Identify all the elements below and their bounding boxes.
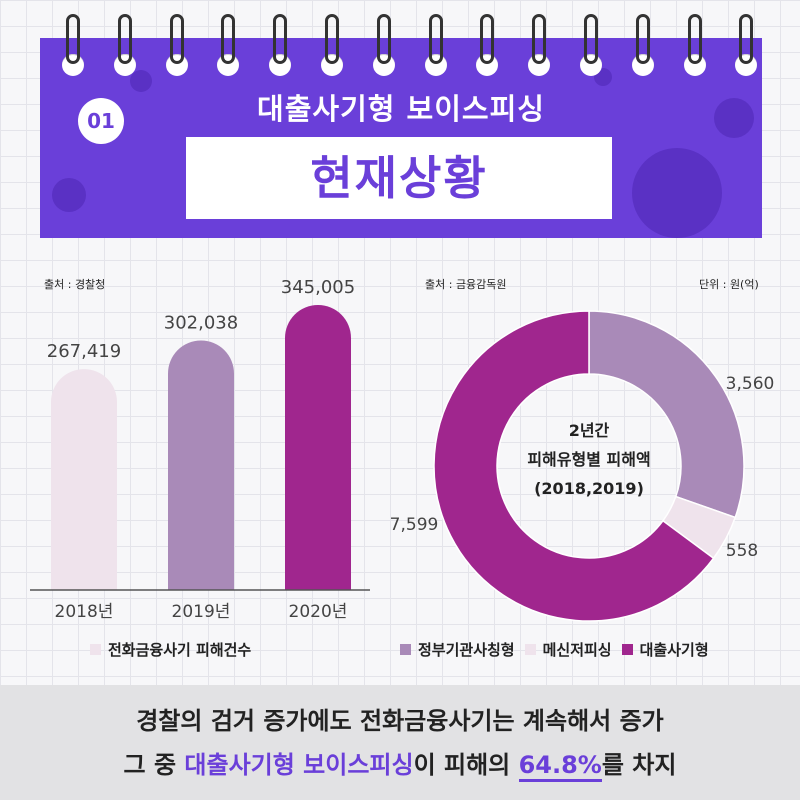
bar	[168, 340, 234, 590]
summary-text: 그 중	[123, 751, 185, 779]
bar-value-label: 302,038	[164, 312, 238, 333]
binding-ring	[117, 14, 132, 64]
legend-swatch	[90, 643, 101, 655]
summary-text: 이 피해의	[413, 751, 519, 779]
binding-ring	[221, 14, 236, 64]
bar-category-label: 2018년	[55, 602, 114, 622]
binding-ring	[584, 14, 598, 64]
bar	[285, 305, 351, 590]
summary-line-1: 경찰의 검거 증가에도 전화금융사기는 계속해서 증가	[136, 707, 664, 735]
bar-value-label: 267,419	[47, 341, 121, 362]
summary-band: 경찰의 검거 증가에도 전화금융사기는 계속해서 증가 그 중 대출사기형 보이…	[0, 685, 800, 800]
legend-swatch	[400, 643, 411, 655]
legend-swatch	[621, 643, 633, 655]
donut-center-label: (2018,2019)	[534, 479, 644, 498]
bar-legend: 전화금융사기 피해건수	[90, 639, 261, 659]
bar-category-label: 2019년	[172, 602, 231, 622]
binding-ring	[376, 14, 391, 64]
summary-highlight: 대출사기형 보이스피싱	[184, 751, 414, 779]
summary-percent: 64.8%	[518, 751, 602, 782]
legend-item: 대출사기형	[621, 639, 709, 660]
virus-decoration	[130, 70, 152, 92]
donut-value-label: 7,599	[390, 515, 439, 535]
binding-ring	[480, 14, 495, 64]
legend-item: 전화금융사기 피해건수	[90, 639, 251, 660]
spiral-binding	[40, 14, 762, 84]
left-source-note: 출처 : 경찰청	[44, 278, 106, 291]
binding-ring	[687, 14, 702, 64]
donut-value-label: 558	[726, 541, 758, 561]
right-source-note: 출처 : 금융감독원	[425, 278, 507, 291]
pie-legend: 정부기관사칭형 메신저피싱 대출사기형	[400, 639, 719, 659]
banner-subtitle: 대출사기형 보이스피싱	[257, 92, 545, 126]
legend-label: 메신저피싱	[542, 640, 612, 659]
binding-ring	[66, 14, 80, 64]
donut-slice	[433, 310, 715, 622]
legend-label: 정부기관사칭형	[418, 640, 515, 659]
binding-ring	[635, 14, 650, 64]
virus-decoration	[52, 178, 86, 212]
bar	[51, 369, 117, 590]
summary-line-2: 그 중 대출사기형 보이스피싱이 피해의 64.8%를 차지	[0, 745, 800, 782]
donut-center-label: 피해유형별 피해액	[527, 450, 650, 469]
page-title: 현재상황	[186, 137, 612, 219]
summary-text: 를 차지	[601, 751, 677, 779]
binding-ring	[325, 14, 339, 64]
legend-label: 전화금융사기 피해건수	[108, 640, 252, 659]
legend-item: 정부기관사칭형	[400, 639, 515, 660]
binding-ring	[273, 14, 288, 64]
binding-ring	[169, 14, 184, 64]
donut-slice	[588, 310, 745, 519]
bar-value-label: 345,005	[281, 277, 355, 298]
binding-ring	[739, 14, 754, 64]
virus-decoration	[714, 98, 754, 138]
legend-swatch	[524, 643, 536, 655]
legend-label: 대출사기형	[639, 640, 709, 659]
bar-category-label: 2020년	[289, 602, 348, 622]
donut-value-label: 3,560	[726, 374, 775, 394]
binding-ring	[532, 14, 547, 64]
unit-note: 단위 : 원(억)	[699, 278, 759, 291]
legend-item: 메신저피싱	[524, 639, 612, 660]
virus-decoration	[632, 148, 722, 238]
section-number-badge: 01	[78, 98, 124, 144]
donut-center-label: 2년간	[569, 421, 610, 440]
binding-ring	[428, 14, 443, 64]
